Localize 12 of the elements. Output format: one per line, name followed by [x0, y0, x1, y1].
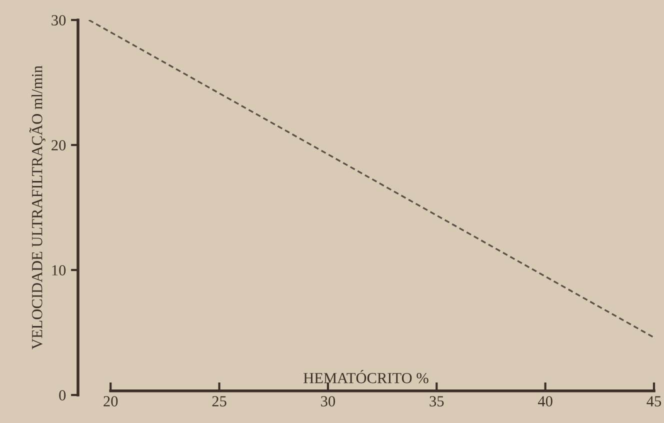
y-axis-title: VELOCIDADE ULTRAFILTRAÇÃO ml/min: [29, 66, 46, 350]
x-tick-label: 20: [104, 396, 118, 406]
y-tick-label: 10: [52, 265, 66, 276]
x-tick-label: 45: [646, 396, 662, 406]
x-tick-label: 35: [430, 396, 444, 406]
y-tick-label: 20: [52, 140, 66, 150]
x-axis-title: HEMATÓCRITO %: [304, 370, 428, 384]
x-tick-label: 30: [321, 396, 336, 406]
x-tick-label: 25: [212, 396, 226, 406]
y-tick-label: 0: [59, 390, 66, 400]
y-tick-label: 30: [52, 15, 66, 26]
x-tick-label: 40: [538, 396, 552, 406]
